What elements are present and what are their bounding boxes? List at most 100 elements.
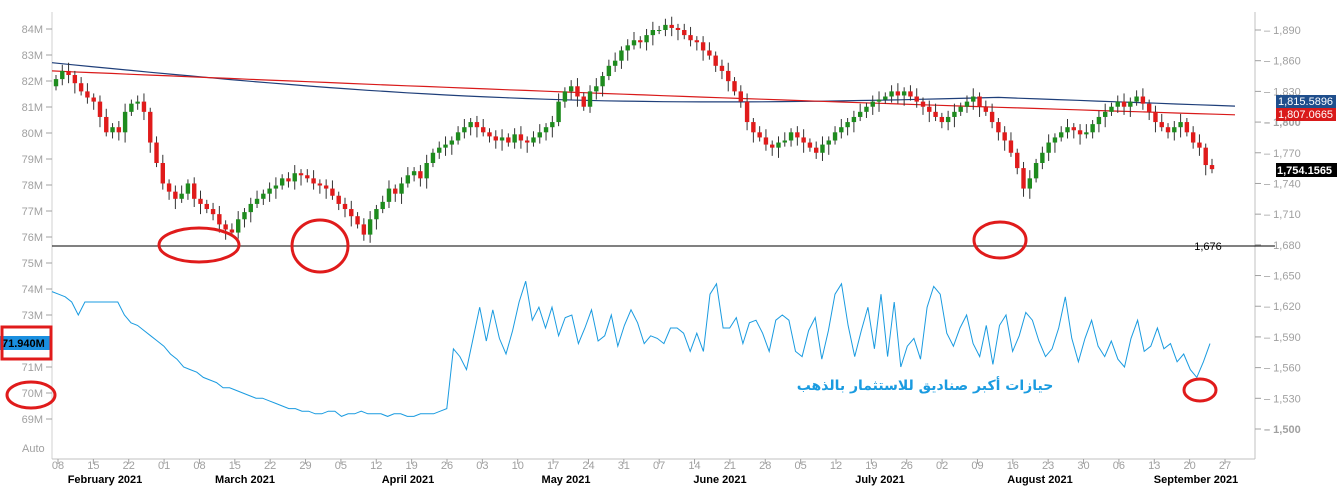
candle-body bbox=[537, 132, 542, 138]
candle-body bbox=[883, 96, 888, 100]
candle-body bbox=[864, 106, 869, 112]
candle-body bbox=[305, 175, 310, 179]
candle-body bbox=[1052, 137, 1058, 143]
candle-body bbox=[782, 140, 787, 143]
left-tick-label: 79M bbox=[22, 154, 43, 166]
x-day-label: 27 bbox=[1219, 460, 1231, 472]
candle-body bbox=[66, 70, 71, 76]
candle-body bbox=[656, 30, 662, 31]
price-tags: 1,815.5896 1,807.0665 1,754.1565 71.940M bbox=[0, 95, 1337, 350]
candle-body bbox=[173, 191, 178, 199]
x-day-label: 26 bbox=[901, 460, 913, 472]
candle-body bbox=[1102, 111, 1108, 117]
candle-body bbox=[870, 101, 875, 107]
x-day-label: 05 bbox=[795, 460, 807, 472]
candle-body bbox=[1077, 130, 1083, 135]
candle-body bbox=[694, 40, 700, 43]
candle-body bbox=[1128, 101, 1133, 107]
candle-body bbox=[839, 127, 844, 133]
candle-body bbox=[72, 75, 78, 84]
x-month-label: April 2021 bbox=[382, 474, 435, 486]
candle-body bbox=[386, 188, 392, 202]
candle-body bbox=[449, 140, 455, 145]
red-ma-tag-bg bbox=[1276, 108, 1336, 121]
candle-body bbox=[60, 70, 65, 80]
candle-body bbox=[920, 101, 926, 107]
right-tick-label: – 1,560 bbox=[1264, 363, 1301, 375]
candle-body bbox=[192, 183, 197, 199]
candle-body bbox=[1040, 152, 1045, 163]
candle-body bbox=[487, 132, 492, 137]
candle-body bbox=[1146, 103, 1152, 112]
candle-body bbox=[575, 86, 580, 97]
candle-body bbox=[518, 134, 524, 141]
last-price-tag: 1,754.1565 bbox=[1277, 165, 1332, 177]
x-day-label: 29 bbox=[299, 460, 311, 472]
candle-body bbox=[719, 65, 725, 71]
x-day-label: 08 bbox=[193, 460, 205, 472]
x-month-label: February 2021 bbox=[68, 474, 143, 486]
candle-body bbox=[493, 136, 498, 141]
blue-ma-tag-bg bbox=[1276, 95, 1336, 108]
candle-body bbox=[1165, 127, 1171, 133]
x-axis: 08 15 22 01 08 15 22 29 05 12 19 26 03 10 17 24 31 07 14 21… bbox=[52, 459, 1238, 486]
candle-body bbox=[524, 140, 530, 143]
x-day-label: 10 bbox=[512, 460, 524, 472]
candle-body bbox=[499, 137, 505, 141]
candle-body bbox=[550, 122, 555, 128]
left-tick-label: 77M bbox=[22, 206, 43, 218]
right-axis: – 1,890– 1,860– 1,830– 1,800– 1,770– 1,7… bbox=[1255, 25, 1301, 436]
left-tick-label: 74M bbox=[22, 284, 43, 296]
candle-body bbox=[606, 65, 612, 77]
candle-body bbox=[927, 106, 932, 112]
x-month-label: July 2021 bbox=[855, 474, 905, 486]
left-tick-label: 84M bbox=[22, 24, 43, 36]
candle-body bbox=[587, 91, 593, 107]
candle-body bbox=[675, 27, 681, 30]
x-day-label: 02 bbox=[936, 460, 948, 472]
candle-body bbox=[292, 173, 297, 182]
candle-body bbox=[1046, 142, 1051, 153]
x-day-label: 26 bbox=[441, 460, 453, 472]
holdings-tag-bg bbox=[0, 336, 52, 350]
candle-body bbox=[342, 203, 348, 210]
candle-body bbox=[210, 209, 216, 215]
x-day-label: 05 bbox=[335, 460, 347, 472]
x-day-label: 20 bbox=[1184, 460, 1196, 472]
candle-body bbox=[204, 203, 209, 210]
holdings-tag: 71.940M bbox=[2, 338, 45, 350]
candle-body bbox=[279, 178, 285, 186]
candle-body bbox=[663, 24, 668, 30]
candle-body bbox=[801, 137, 806, 143]
left-tick-label: 81M bbox=[22, 102, 43, 114]
x-day-label: 17 bbox=[547, 460, 559, 472]
candle-body bbox=[644, 35, 649, 43]
candle-body bbox=[424, 163, 429, 179]
candle-body bbox=[531, 137, 536, 143]
candle-body bbox=[763, 137, 769, 145]
candle-body bbox=[933, 111, 938, 117]
x-month-label: May 2021 bbox=[542, 474, 591, 486]
candle-body bbox=[1115, 101, 1120, 107]
candle-body bbox=[468, 122, 473, 128]
candle-body bbox=[581, 96, 586, 107]
x-day-label: 21 bbox=[724, 460, 736, 472]
x-day-label: 28 bbox=[759, 460, 771, 472]
right-tick-label: – 1,530 bbox=[1264, 393, 1301, 405]
x-day-label: 24 bbox=[582, 460, 594, 472]
candle-body bbox=[129, 103, 134, 112]
highlight-circle-august bbox=[972, 220, 1028, 260]
candle-body bbox=[1178, 122, 1183, 128]
candle-body bbox=[989, 111, 995, 123]
x-day-label: 13 bbox=[1148, 460, 1160, 472]
highlight-circle-70m bbox=[5, 380, 57, 410]
candle-body bbox=[235, 219, 241, 233]
moving-average-line bbox=[51, 70, 1236, 116]
left-tick-label: 76M bbox=[22, 232, 43, 244]
candle-body bbox=[97, 101, 103, 117]
candle-body bbox=[1172, 127, 1177, 133]
auto-scale-label: Auto bbox=[22, 443, 45, 455]
candle-body bbox=[964, 101, 970, 107]
candle-body bbox=[851, 116, 857, 123]
candle-body bbox=[349, 209, 354, 217]
